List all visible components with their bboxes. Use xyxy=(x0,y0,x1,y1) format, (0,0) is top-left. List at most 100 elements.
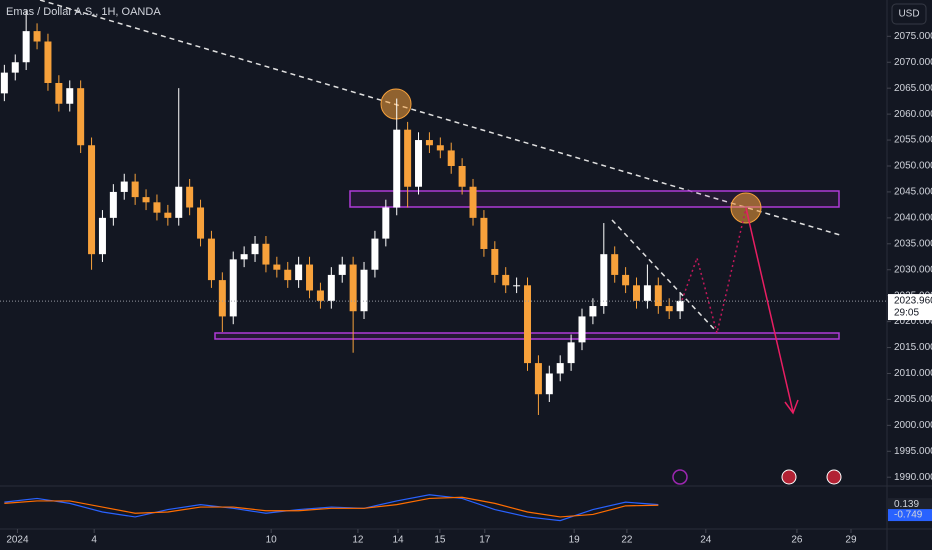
y-tick-label: 2010.000 xyxy=(894,368,932,379)
y-tick-label: 1995.000 xyxy=(894,446,932,457)
x-tick-label: 22 xyxy=(621,535,633,546)
candle-body xyxy=(665,306,673,312)
candle-body xyxy=(393,129,401,208)
candle-body xyxy=(415,140,423,187)
candle-body xyxy=(425,140,433,146)
currency-label[interactable]: USD xyxy=(898,9,919,20)
candle-body xyxy=(349,264,357,312)
candle-body xyxy=(502,274,510,286)
candle-body xyxy=(513,285,521,287)
candle-body xyxy=(633,285,641,301)
indicator-line xyxy=(4,496,659,518)
candle-body xyxy=(251,243,259,255)
candle-body xyxy=(676,300,684,312)
candle-body xyxy=(524,285,532,364)
y-tick-label: 2050.000 xyxy=(894,161,932,172)
candle-body xyxy=(175,186,183,218)
x-tick-label: 17 xyxy=(479,535,491,546)
candle-body xyxy=(382,207,390,239)
candle-body xyxy=(404,129,412,187)
candle-body xyxy=(611,254,619,275)
countdown: 29:05 xyxy=(894,308,919,319)
candle-body xyxy=(534,363,542,395)
y-tick-label: 2045.000 xyxy=(894,187,932,198)
projection-arrow xyxy=(745,207,794,413)
y-tick-label: 2040.000 xyxy=(894,213,932,224)
candle-body xyxy=(142,197,150,203)
candle-body xyxy=(480,217,488,249)
y-tick-label: 1990.000 xyxy=(894,472,932,483)
x-tick-label: 10 xyxy=(266,535,278,546)
y-tick-label: 2000.000 xyxy=(894,420,932,431)
flag-icon[interactable] xyxy=(781,469,797,485)
flag-icon[interactable] xyxy=(826,469,842,485)
candle-body xyxy=(360,269,368,312)
candle-body xyxy=(164,212,172,218)
candle-body xyxy=(55,82,63,104)
indicator-value-tag xyxy=(888,509,932,522)
candle-body xyxy=(131,181,139,198)
candle-body xyxy=(371,238,379,270)
currency-button[interactable] xyxy=(891,3,927,25)
y-tick-label: 2035.000 xyxy=(894,238,932,249)
candle-body xyxy=(578,316,586,343)
candle-body xyxy=(458,165,466,187)
x-tick-label: 15 xyxy=(434,535,446,546)
candle-body xyxy=(240,254,248,260)
candle-body xyxy=(77,88,85,146)
candle-body xyxy=(98,217,106,255)
candle-body xyxy=(273,264,281,270)
candle-body xyxy=(186,186,194,208)
y-tick-label: 2020.000 xyxy=(894,316,932,327)
x-tick-label: 24 xyxy=(700,535,712,546)
candle-body xyxy=(218,280,226,317)
y-tick-label: 2005.000 xyxy=(894,394,932,405)
candle-body xyxy=(469,186,477,218)
candle-body xyxy=(197,207,205,239)
indicator-value-label: -0.749 xyxy=(894,510,923,521)
candle-body xyxy=(600,254,608,307)
candle-body xyxy=(338,264,346,275)
candle-body xyxy=(545,373,553,395)
wedge-line xyxy=(611,219,716,331)
candle-body xyxy=(0,72,8,94)
y-tick-label: 2060.000 xyxy=(894,109,932,120)
y-tick-label: 2015.000 xyxy=(894,342,932,353)
candle-body xyxy=(88,145,96,255)
candle-body xyxy=(622,274,630,286)
indicator-line xyxy=(4,494,659,522)
candle-body xyxy=(436,145,444,151)
candle-body xyxy=(284,269,292,281)
y-tick-label: 2030.000 xyxy=(894,264,932,275)
candle-body xyxy=(66,88,74,104)
candle-body xyxy=(33,31,41,42)
indicator-value-tag xyxy=(888,498,932,511)
resistance-zone xyxy=(349,190,840,208)
x-tick-label: 4 xyxy=(91,535,97,546)
x-tick-label: 12 xyxy=(352,535,364,546)
last-price-tag xyxy=(888,294,932,321)
candle-body xyxy=(11,62,19,73)
x-tick-label: 2024 xyxy=(6,535,29,546)
candle-body xyxy=(207,238,215,281)
candle-body xyxy=(109,191,117,218)
x-tick-label: 19 xyxy=(569,535,581,546)
x-tick-label: 29 xyxy=(845,535,857,546)
candle-body xyxy=(327,274,335,301)
chart-title: Emas / Dollar A.S., 1H, OANDA xyxy=(6,6,161,18)
y-tick-label: 2055.000 xyxy=(894,135,932,146)
candle-body xyxy=(491,248,499,275)
y-tick-label: 2070.000 xyxy=(894,57,932,68)
highlight-circle xyxy=(380,88,412,120)
candle-body xyxy=(589,306,597,317)
candle-body xyxy=(567,342,575,364)
arrow-head xyxy=(784,399,799,415)
last-price-label: 2023.960 xyxy=(894,296,932,307)
candle-body xyxy=(229,259,237,317)
candle-body xyxy=(22,31,30,63)
event-icon[interactable] xyxy=(672,469,688,485)
y-tick-label: 2075.000 xyxy=(894,31,932,42)
candle-body xyxy=(153,202,161,213)
